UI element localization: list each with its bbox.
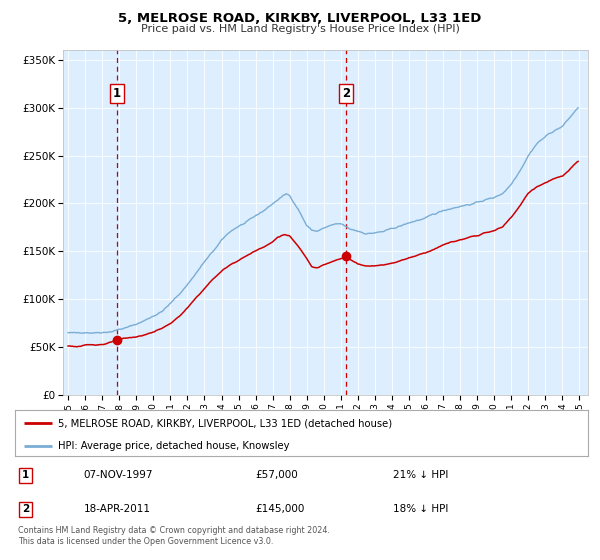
Text: Contains HM Land Registry data © Crown copyright and database right 2024.
This d: Contains HM Land Registry data © Crown c… (18, 526, 330, 546)
Text: HPI: Average price, detached house, Knowsley: HPI: Average price, detached house, Know… (58, 441, 289, 451)
Text: 18-APR-2011: 18-APR-2011 (84, 505, 151, 515)
Text: 1: 1 (113, 87, 121, 100)
Text: 5, MELROSE ROAD, KIRKBY, LIVERPOOL, L33 1ED: 5, MELROSE ROAD, KIRKBY, LIVERPOOL, L33 … (118, 12, 482, 25)
Text: 21% ↓ HPI: 21% ↓ HPI (393, 470, 449, 480)
Text: 1: 1 (22, 470, 29, 480)
Text: 07-NOV-1997: 07-NOV-1997 (84, 470, 153, 480)
Text: 2: 2 (342, 87, 350, 100)
Text: Price paid vs. HM Land Registry's House Price Index (HPI): Price paid vs. HM Land Registry's House … (140, 24, 460, 34)
Text: 18% ↓ HPI: 18% ↓ HPI (393, 505, 449, 515)
Text: 5, MELROSE ROAD, KIRKBY, LIVERPOOL, L33 1ED (detached house): 5, MELROSE ROAD, KIRKBY, LIVERPOOL, L33 … (58, 418, 392, 428)
Text: £57,000: £57,000 (256, 470, 298, 480)
Text: £145,000: £145,000 (256, 505, 305, 515)
Text: 2: 2 (22, 505, 29, 515)
